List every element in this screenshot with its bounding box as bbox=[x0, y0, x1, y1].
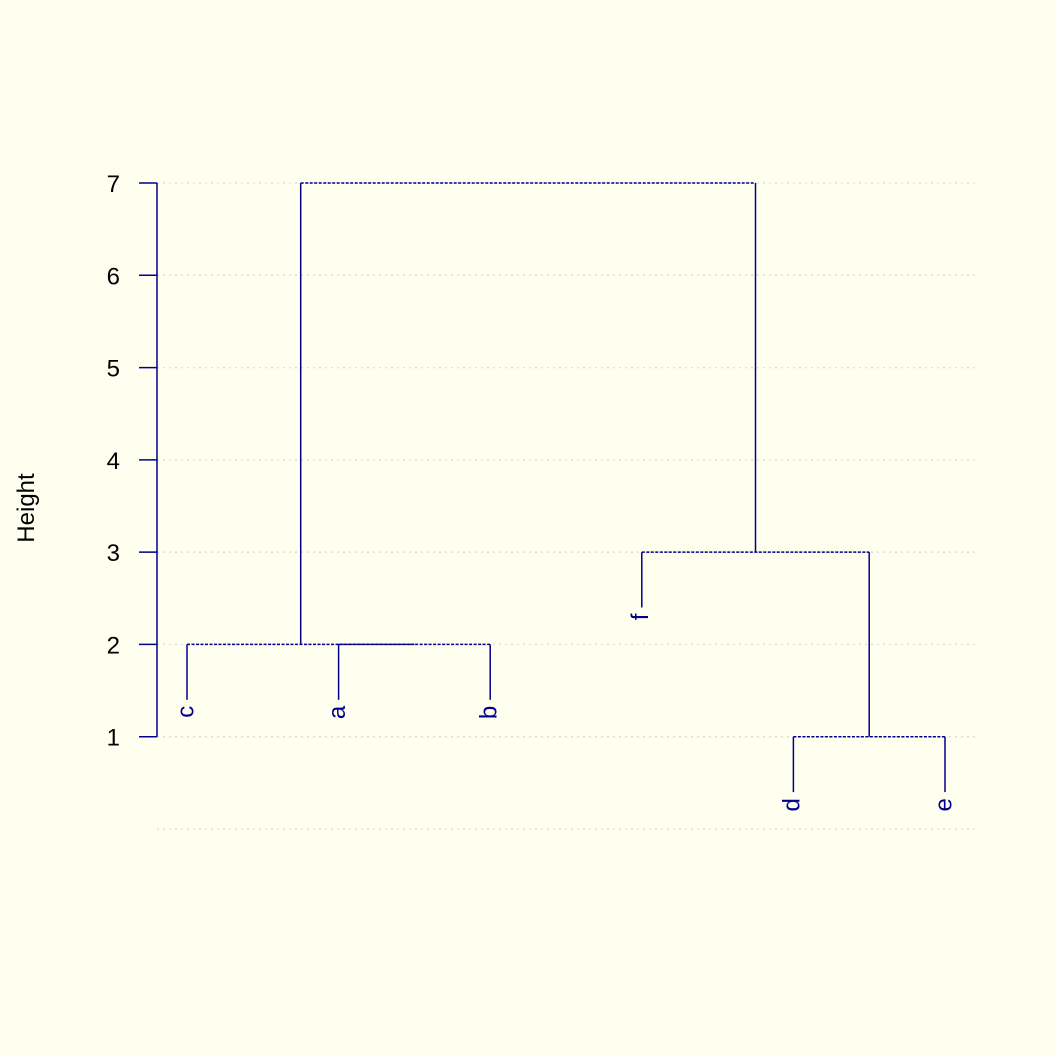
y-tick-label: 1 bbox=[107, 725, 120, 752]
y-tick-label: 3 bbox=[107, 540, 120, 567]
leaf-label: b bbox=[476, 706, 503, 719]
y-tick-label: 5 bbox=[107, 356, 120, 383]
leaf-label: d bbox=[779, 798, 806, 811]
leaf-label: c bbox=[172, 706, 199, 718]
y-tick-label: 4 bbox=[107, 448, 120, 475]
leaf-label: f bbox=[627, 613, 654, 620]
leaf-label: a bbox=[324, 705, 351, 719]
y-tick-label: 6 bbox=[107, 263, 120, 290]
leaf-label: e bbox=[930, 798, 957, 811]
y-tick-label: 7 bbox=[107, 171, 120, 198]
y-axis-label: Height bbox=[13, 473, 40, 543]
y-tick-label: 2 bbox=[107, 632, 120, 659]
